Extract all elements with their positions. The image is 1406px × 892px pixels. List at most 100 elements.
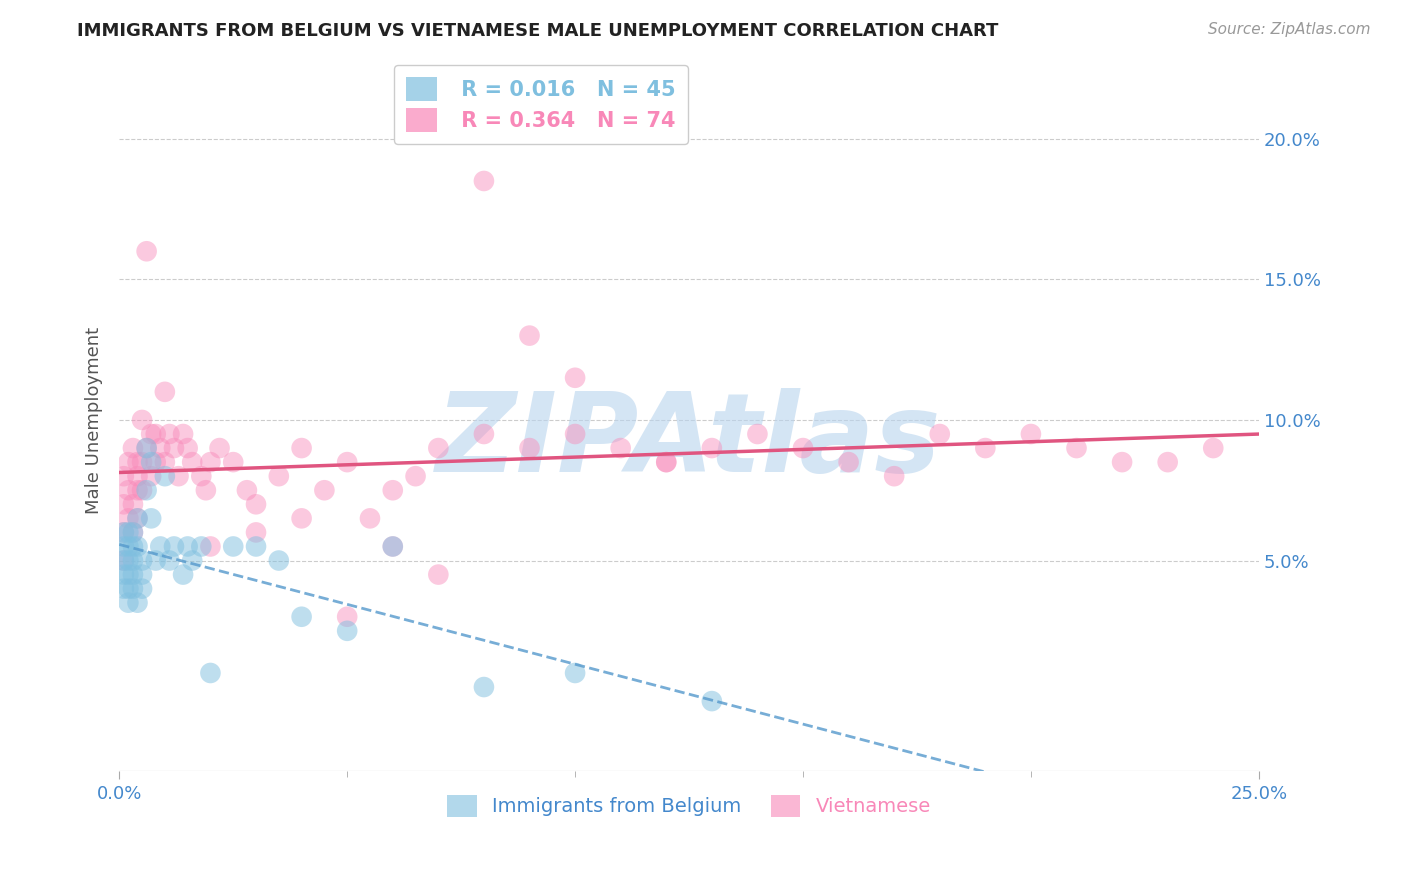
Point <box>141 469 163 483</box>
Y-axis label: Male Unemployment: Male Unemployment <box>86 326 103 514</box>
Point <box>131 413 153 427</box>
Point <box>245 540 267 554</box>
Point <box>359 511 381 525</box>
Point <box>117 553 139 567</box>
Point <box>135 441 157 455</box>
Point <box>172 567 194 582</box>
Point <box>1156 455 1178 469</box>
Point <box>381 540 404 554</box>
Point <box>700 441 723 455</box>
Legend: Immigrants from Belgium, Vietnamese: Immigrants from Belgium, Vietnamese <box>440 787 938 825</box>
Point <box>141 427 163 442</box>
Point <box>145 455 167 469</box>
Point <box>208 441 231 455</box>
Point <box>222 455 245 469</box>
Point <box>117 596 139 610</box>
Point <box>131 455 153 469</box>
Point <box>747 427 769 442</box>
Point <box>131 553 153 567</box>
Point <box>519 328 541 343</box>
Point <box>181 455 204 469</box>
Point <box>427 441 450 455</box>
Point <box>112 553 135 567</box>
Point <box>112 525 135 540</box>
Point <box>112 497 135 511</box>
Text: Source: ZipAtlas.com: Source: ZipAtlas.com <box>1208 22 1371 37</box>
Point <box>149 540 172 554</box>
Point <box>700 694 723 708</box>
Point <box>1111 455 1133 469</box>
Point <box>655 455 678 469</box>
Point <box>291 511 314 525</box>
Point <box>564 665 586 680</box>
Point <box>163 441 186 455</box>
Point <box>472 427 495 442</box>
Point <box>291 609 314 624</box>
Point <box>135 483 157 498</box>
Point <box>112 540 135 554</box>
Point <box>122 497 145 511</box>
Point <box>181 553 204 567</box>
Point <box>127 455 149 469</box>
Point <box>974 441 997 455</box>
Point <box>200 455 222 469</box>
Point <box>291 441 314 455</box>
Point <box>131 582 153 596</box>
Point <box>236 483 259 498</box>
Point <box>190 469 212 483</box>
Point <box>117 540 139 554</box>
Point <box>112 567 135 582</box>
Point <box>883 469 905 483</box>
Point <box>928 427 950 442</box>
Point <box>122 441 145 455</box>
Point <box>176 441 198 455</box>
Point <box>1202 441 1225 455</box>
Point <box>792 441 814 455</box>
Point <box>245 525 267 540</box>
Point <box>145 553 167 567</box>
Point <box>157 553 180 567</box>
Point <box>200 540 222 554</box>
Point <box>609 441 631 455</box>
Point <box>1066 441 1088 455</box>
Point <box>267 469 290 483</box>
Point <box>564 371 586 385</box>
Point <box>117 525 139 540</box>
Point <box>838 455 860 469</box>
Point <box>141 455 163 469</box>
Point <box>122 525 145 540</box>
Point <box>122 540 145 554</box>
Point <box>122 582 145 596</box>
Point <box>336 609 359 624</box>
Point <box>200 665 222 680</box>
Point <box>117 582 139 596</box>
Point <box>122 525 145 540</box>
Point <box>112 553 135 567</box>
Point <box>153 455 176 469</box>
Point <box>427 567 450 582</box>
Point <box>145 427 167 442</box>
Point <box>117 567 139 582</box>
Point <box>127 483 149 498</box>
Point <box>267 553 290 567</box>
Point <box>117 455 139 469</box>
Point <box>472 680 495 694</box>
Point <box>153 384 176 399</box>
Point <box>117 483 139 498</box>
Point <box>1019 427 1042 442</box>
Point <box>153 469 176 483</box>
Point <box>141 511 163 525</box>
Point <box>127 469 149 483</box>
Point <box>190 540 212 554</box>
Point <box>314 483 336 498</box>
Point <box>519 441 541 455</box>
Point <box>112 525 135 540</box>
Point <box>172 427 194 442</box>
Point <box>131 567 153 582</box>
Point <box>472 174 495 188</box>
Point <box>127 511 149 525</box>
Point <box>131 483 153 498</box>
Point <box>157 427 180 442</box>
Point <box>167 469 190 483</box>
Point <box>336 624 359 638</box>
